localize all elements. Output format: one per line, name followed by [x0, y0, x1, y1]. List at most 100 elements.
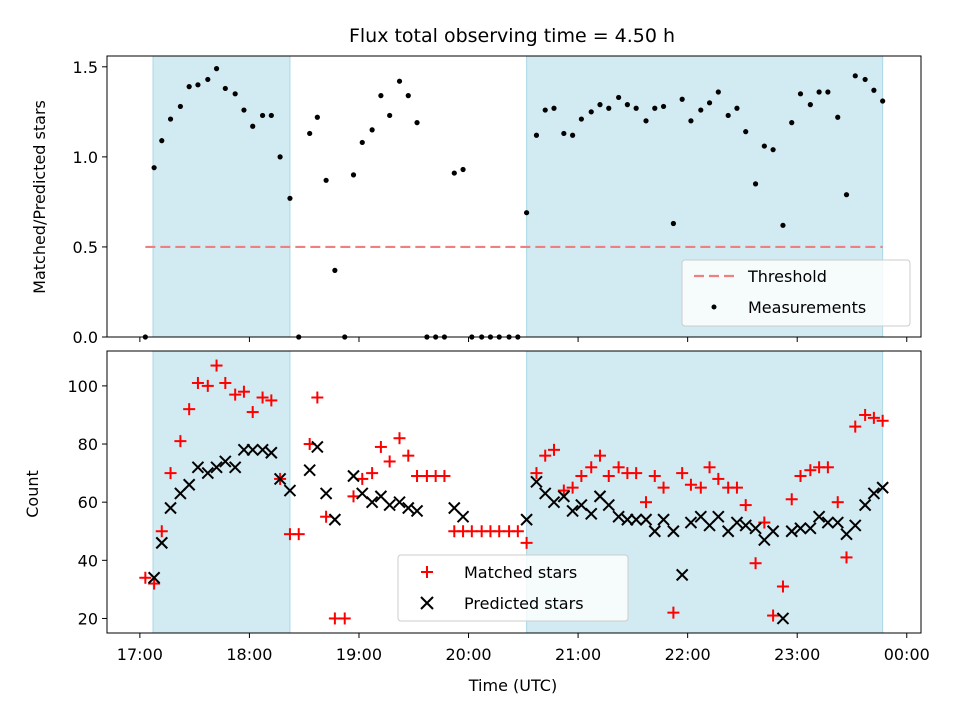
legend-measurements-swatch — [711, 304, 717, 310]
predicted-star-point — [575, 498, 588, 512]
predicted-star-point — [410, 504, 424, 518]
predicted-star-point — [585, 507, 598, 521]
predicted-star-point — [210, 461, 223, 474]
measurement-point — [652, 105, 658, 111]
matched-star-point — [164, 467, 177, 480]
measurement-point — [167, 116, 174, 122]
measurement-point — [616, 94, 622, 101]
predicted-star-point — [730, 516, 744, 529]
predicted-star-point — [303, 463, 316, 477]
measurement-point — [533, 132, 540, 138]
predicted-star-point — [684, 516, 698, 529]
measurement-point — [551, 105, 557, 111]
measurement-point — [213, 66, 220, 72]
measurement-point — [797, 91, 804, 97]
matched-star-point — [402, 449, 415, 462]
measurement-point — [578, 116, 584, 122]
matched-star-point — [311, 391, 324, 404]
matched-star-point — [794, 470, 807, 483]
matched-star-point — [356, 472, 369, 485]
predicted-star-point — [347, 469, 360, 483]
predicted-star-point — [201, 466, 214, 480]
predicted-star-point — [602, 498, 615, 512]
matched-star-point — [867, 411, 880, 424]
matched-star-point — [831, 496, 844, 509]
matched-star-point — [776, 580, 789, 593]
matched-star-point — [566, 481, 579, 494]
bottom-y-axis-label: Count — [23, 470, 42, 518]
predicted-star-point — [311, 440, 324, 454]
predicted-star-point — [621, 513, 634, 526]
measurement-point — [268, 112, 274, 119]
measurement-point — [588, 109, 594, 115]
measurement-point — [761, 143, 767, 149]
measurement-point — [715, 89, 721, 95]
predicted-star-point — [821, 516, 835, 529]
measurement-point — [307, 130, 313, 137]
matched-star-point — [694, 481, 707, 494]
predicted-star-point — [547, 495, 561, 509]
measurement-point — [624, 102, 630, 108]
predicted-star-point — [629, 513, 643, 526]
x-tick-label: 19:00 — [336, 645, 382, 664]
matched-star-point — [520, 536, 533, 549]
predicted-star-point — [785, 525, 798, 538]
matched-star-point — [139, 571, 152, 584]
matched-star-point — [155, 525, 168, 538]
predicted-star-point — [657, 513, 670, 526]
measurement-point — [752, 181, 759, 187]
measurement-point — [387, 112, 393, 119]
predicted-star-point — [155, 536, 168, 550]
predicted-star-point — [794, 522, 807, 535]
predicted-star-point — [804, 522, 817, 535]
measurement-point — [570, 132, 576, 138]
predicted-star-point — [182, 478, 196, 491]
matched-star-point — [630, 467, 643, 480]
measurement-point — [725, 112, 731, 119]
matched-star-point — [767, 609, 780, 622]
predicted-star-point — [228, 461, 242, 474]
matched-star-point — [602, 470, 615, 483]
predicted-star-point — [530, 475, 543, 489]
matched-star-point — [648, 470, 661, 483]
matched-star-point — [640, 496, 653, 509]
matched-star-point — [292, 528, 305, 541]
predicted-star-point — [237, 443, 251, 457]
matched-star-point — [265, 394, 278, 407]
matched-star-point — [585, 461, 598, 474]
measurement-point — [241, 107, 247, 113]
matched-stars-points — [139, 359, 889, 625]
measurement-point — [688, 118, 694, 124]
matched-star-point — [785, 493, 798, 506]
y-tick-label: 1.0 — [73, 148, 98, 167]
predicted-star-point — [739, 519, 752, 532]
measurement-point — [414, 120, 420, 126]
y-tick-label: 40 — [78, 551, 98, 570]
predicted-star-point — [639, 513, 653, 526]
measurement-point — [523, 210, 530, 216]
ratio-panel: 0.0 0.5 1.0 1.5 Matched/Predicted stars Thr… — [30, 55, 922, 347]
predicted-star-point — [749, 522, 762, 535]
matched-star-point — [749, 557, 762, 570]
matched-star-point — [174, 435, 187, 448]
measurement-point — [332, 267, 338, 273]
matched-star-point — [859, 408, 872, 421]
legend-threshold-label: Threshold — [747, 267, 827, 286]
x-tick-label: 23:00 — [774, 645, 820, 664]
predicted-star-point — [456, 510, 470, 523]
measurement-point — [633, 105, 639, 111]
matched-star-point — [183, 403, 196, 416]
matched-star-point — [148, 577, 161, 590]
measurement-point — [186, 84, 192, 90]
matched-star-point — [511, 525, 524, 538]
measurement-point — [396, 78, 403, 84]
measurement-point — [277, 154, 283, 160]
legend-matched-label: Matched stars — [464, 563, 577, 582]
measurement-point — [561, 130, 567, 137]
x-tick-label: 18:00 — [226, 645, 272, 664]
predicted-star-point — [219, 455, 232, 468]
measurement-point — [222, 85, 228, 92]
predicted-star-point — [328, 513, 342, 526]
y-tick-label: 80 — [78, 435, 98, 454]
measurement-point — [743, 129, 749, 135]
